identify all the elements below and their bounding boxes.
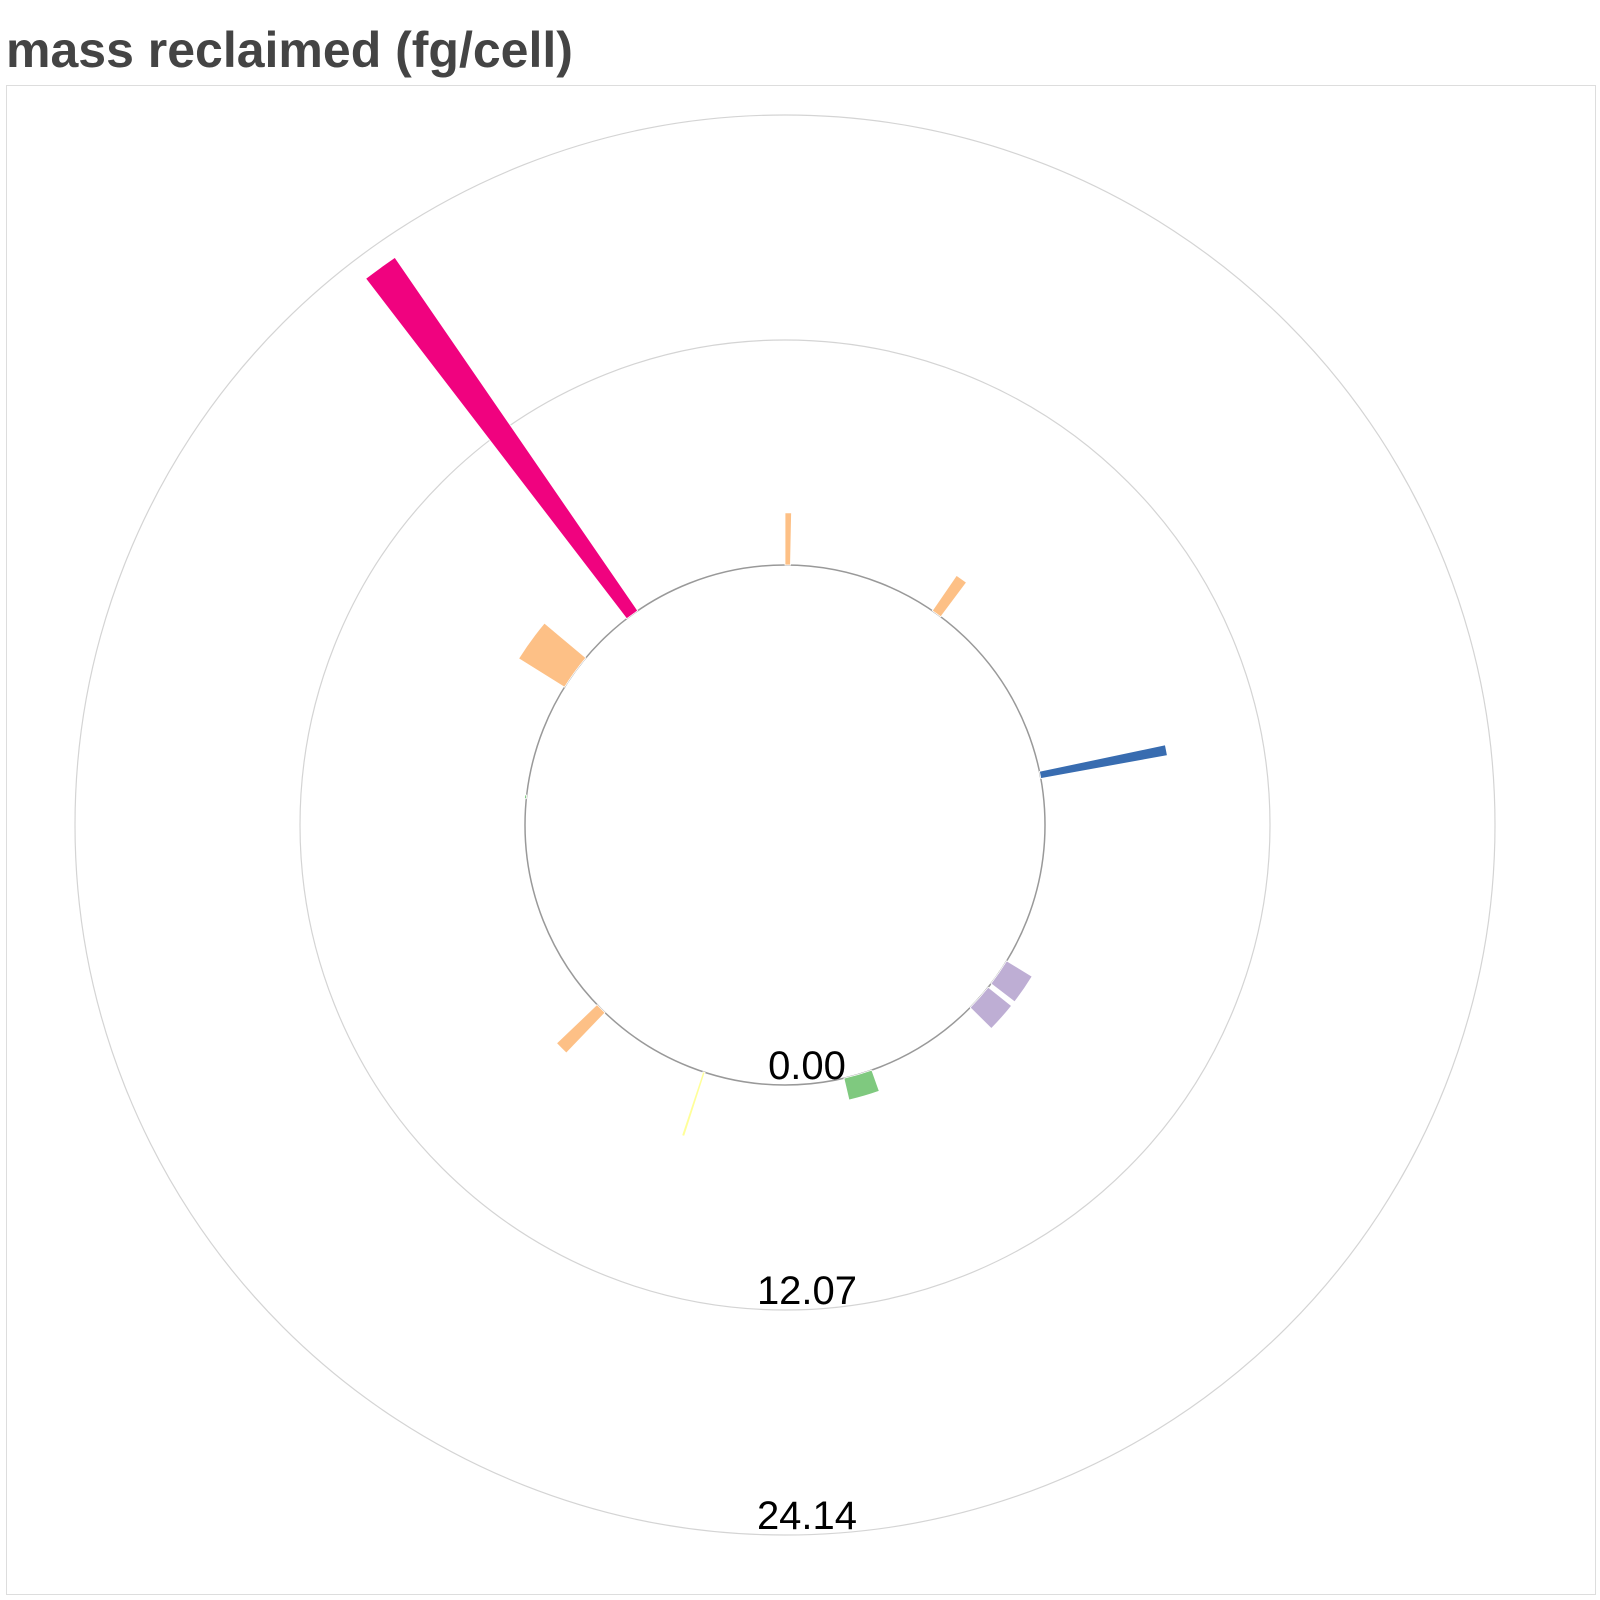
bar-3[interactable]	[990, 960, 1033, 1003]
bar-8[interactable]	[524, 794, 528, 800]
bars	[365, 256, 1168, 1137]
bar-5[interactable]	[843, 1069, 880, 1101]
tick-label-1: 12.07	[757, 1269, 857, 1313]
bar-4[interactable]	[969, 986, 1013, 1030]
radial-grid	[74, 114, 1496, 1536]
bar-6[interactable]	[681, 1071, 706, 1137]
grid-ring-2	[74, 114, 1496, 1536]
bar-0[interactable]	[784, 512, 792, 566]
tick-label-0: 0.00	[768, 1044, 846, 1088]
bar-7[interactable]	[556, 1004, 606, 1054]
radial-tick-labels: 0.00 12.07 24.14	[757, 1044, 857, 1538]
bar-9[interactable]	[518, 622, 587, 688]
grid-ring-0	[524, 564, 1046, 1086]
bar-1[interactable]	[931, 574, 967, 618]
bar-2[interactable]	[1038, 744, 1168, 779]
chart-title: mass reclaimed (fg/cell)	[6, 22, 573, 78]
tick-label-2: 24.14	[757, 1494, 857, 1538]
plot-frame	[6, 85, 1596, 1595]
bar-10[interactable]	[365, 256, 639, 620]
grid-ring-1	[299, 339, 1271, 1311]
